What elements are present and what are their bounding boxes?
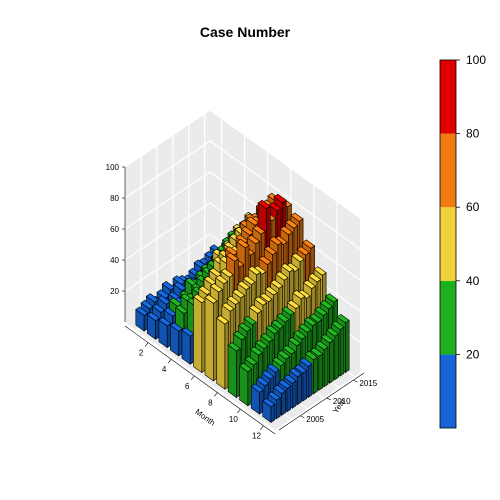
bar	[169, 322, 184, 357]
z-tick-label: 40	[110, 256, 119, 265]
axes: 20 40 60 80 100 2 4 6 8 10 12 2005 2010 2015	[106, 163, 378, 441]
bar	[227, 342, 241, 399]
x-tick-label: 2	[139, 349, 144, 358]
colorbar-bin	[440, 207, 456, 281]
x-tick	[237, 408, 241, 414]
colorbar-frame	[439, 59, 457, 429]
x-tick-label: 6	[185, 382, 190, 391]
y-tick-label: 2010	[333, 397, 351, 406]
z-tick-label: 80	[110, 194, 119, 203]
z-tick-label: 60	[110, 225, 119, 234]
colorbar-tick-label: 80	[466, 127, 480, 141]
colorbar-bin	[440, 60, 456, 134]
x-tick-label: 12	[252, 432, 261, 441]
wall-gridline	[124, 140, 361, 250]
x-axis-label: Month	[193, 407, 216, 427]
bar	[158, 317, 172, 349]
colorbar: 20 40 60 80 100	[439, 53, 486, 429]
bar	[204, 294, 218, 382]
y-tick-label: 2015	[359, 379, 377, 388]
x-tick-label: 8	[208, 398, 213, 407]
z-tick-label: 20	[110, 287, 119, 296]
wall-gridline	[124, 109, 361, 219]
colorbar-tick-label: 100	[466, 53, 486, 67]
bar	[135, 306, 149, 332]
bars	[135, 192, 350, 423]
bar	[146, 311, 161, 340]
x-tick	[167, 359, 172, 364]
colorbar-tick-label: 20	[466, 347, 480, 361]
z-tick-label: 100	[106, 163, 120, 172]
bar	[216, 315, 230, 390]
x-tick	[214, 392, 218, 397]
y-axis-line	[278, 372, 365, 431]
y-tick	[353, 379, 358, 383]
x-tick	[190, 375, 195, 381]
colorbar-bin	[440, 280, 456, 355]
bar	[239, 362, 253, 407]
y-tick	[300, 415, 305, 419]
y-tick-label: 2005	[306, 415, 324, 424]
x-tick-label: 10	[229, 415, 238, 424]
bar	[250, 383, 264, 415]
x-tick-label: 4	[162, 365, 167, 374]
colorbar-tick-label: 60	[466, 200, 480, 214]
x-tick	[144, 342, 149, 347]
colorbar-bin	[440, 133, 456, 208]
bar	[262, 398, 276, 423]
x-tick	[260, 425, 264, 430]
bar	[192, 293, 207, 374]
y-tick	[326, 397, 331, 401]
bar	[181, 327, 195, 365]
chart-title: Case Number	[200, 24, 291, 40]
colorbar-tick-label: 40	[466, 274, 480, 288]
colorbar-bin	[440, 354, 456, 428]
x-axis-line	[124, 325, 276, 435]
